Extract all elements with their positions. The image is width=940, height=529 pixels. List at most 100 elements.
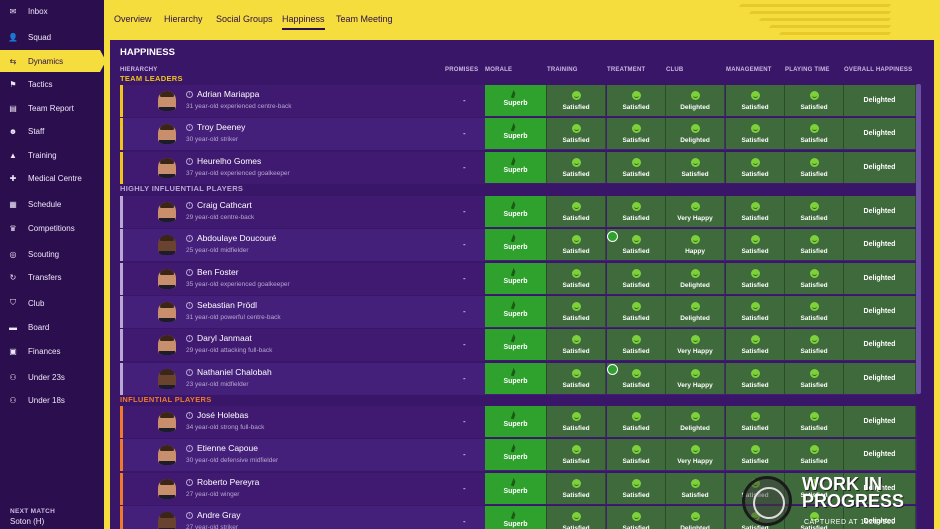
morale-cell[interactable]: Superb bbox=[485, 118, 547, 149]
player-name[interactable]: Adrian Mariappa bbox=[197, 89, 260, 99]
management-cell[interactable]: Satisfied bbox=[726, 196, 785, 227]
training-cell[interactable]: Satisfied bbox=[547, 229, 606, 260]
overall-happiness-cell[interactable]: Delighted bbox=[844, 439, 916, 470]
player-name[interactable]: Nathaniel Chalobah bbox=[197, 367, 272, 377]
morale-cell[interactable]: Superb bbox=[485, 406, 547, 437]
sidebar-item-finances[interactable]: ▣ Finances bbox=[0, 340, 104, 362]
info-icon[interactable]: i bbox=[186, 479, 193, 486]
player-name[interactable]: Ben Foster bbox=[197, 267, 239, 277]
morale-cell[interactable]: Superb bbox=[485, 439, 547, 470]
sidebar-item-inbox[interactable]: ✉ Inbox bbox=[0, 0, 104, 22]
column-header-treatment[interactable]: TREATMENT bbox=[607, 67, 646, 73]
column-header-morale[interactable]: MORALE bbox=[485, 67, 513, 73]
training-cell[interactable]: Satisfied bbox=[547, 296, 606, 327]
playing-time-cell[interactable]: Satisfied bbox=[785, 296, 844, 327]
player-avatar[interactable] bbox=[158, 235, 176, 255]
playing-time-cell[interactable]: Satisfied bbox=[785, 406, 844, 437]
treatment-cell[interactable]: Satisfied bbox=[607, 329, 666, 360]
tab-social-groups[interactable]: Social Groups bbox=[216, 14, 273, 24]
training-cell[interactable]: Satisfied bbox=[547, 85, 606, 116]
morale-cell[interactable]: Superb bbox=[485, 363, 547, 394]
overall-happiness-cell[interactable]: Delighted bbox=[844, 85, 916, 116]
training-cell[interactable]: Satisfied bbox=[547, 152, 606, 183]
player-name[interactable]: Abdoulaye Doucouré bbox=[197, 233, 277, 243]
training-cell[interactable]: Satisfied bbox=[547, 118, 606, 149]
player-row[interactable]: i Heurelho Gomes 37 year-old experienced g… bbox=[120, 152, 917, 184]
player-row[interactable]: i Sebastian Prödl 31 year-old powerful cen… bbox=[120, 296, 917, 328]
club-cell[interactable]: Delighted bbox=[666, 263, 725, 294]
playing-time-cell[interactable]: Satisfied bbox=[785, 506, 844, 529]
sidebar-item-tactics[interactable]: ⚑ Tactics bbox=[0, 73, 104, 95]
player-row[interactable]: i Ben Foster 35 year-old experienced goalk… bbox=[120, 263, 917, 295]
morale-cell[interactable]: Superb bbox=[485, 152, 547, 183]
management-cell[interactable]: Satisfied bbox=[726, 439, 785, 470]
overall-happiness-cell[interactable]: Delighted bbox=[844, 363, 916, 394]
overall-happiness-cell[interactable]: Delighted bbox=[844, 263, 916, 294]
scrollbar[interactable] bbox=[916, 84, 921, 394]
overall-happiness-cell[interactable]: Delighted bbox=[844, 152, 916, 183]
player-avatar[interactable] bbox=[158, 202, 176, 222]
tab-team-meeting[interactable]: Team Meeting bbox=[336, 14, 393, 24]
training-cell[interactable]: Satisfied bbox=[547, 406, 606, 437]
player-name[interactable]: Daryl Janmaat bbox=[197, 333, 252, 343]
player-avatar[interactable] bbox=[158, 158, 176, 178]
club-cell[interactable]: Very Happy bbox=[666, 196, 725, 227]
management-cell[interactable]: Satisfied bbox=[726, 85, 785, 116]
sidebar-item-transfers[interactable]: ↻ Transfers bbox=[0, 266, 104, 288]
playing-time-cell[interactable]: Satisfied bbox=[785, 263, 844, 294]
column-header-management[interactable]: MANAGEMENT bbox=[726, 67, 772, 73]
playing-time-cell[interactable]: Satisfied bbox=[785, 363, 844, 394]
player-avatar[interactable] bbox=[158, 91, 176, 111]
tab-hierarchy[interactable]: Hierarchy bbox=[164, 14, 203, 24]
sidebar-item-club[interactable]: ⛉ Club bbox=[0, 292, 104, 314]
club-cell[interactable]: Delighted bbox=[666, 118, 725, 149]
info-icon[interactable]: i bbox=[186, 512, 193, 519]
treatment-cell[interactable]: Satisfied bbox=[607, 118, 666, 149]
club-cell[interactable]: Delighted bbox=[666, 85, 725, 116]
treatment-cell[interactable]: Satisfied bbox=[607, 152, 666, 183]
player-row[interactable]: i José Holebas 34 year-old strong full-bac… bbox=[120, 406, 917, 438]
training-cell[interactable]: Satisfied bbox=[547, 363, 606, 394]
player-avatar[interactable] bbox=[158, 479, 176, 499]
sidebar-item-under-23s[interactable]: ⚇ Under 23s bbox=[0, 366, 104, 388]
playing-time-cell[interactable]: Satisfied bbox=[785, 196, 844, 227]
overall-happiness-cell[interactable]: Delighted bbox=[844, 329, 916, 360]
player-row[interactable]: i Adrian Mariappa 31 year-old experienced … bbox=[120, 85, 917, 117]
sidebar-item-schedule[interactable]: ▦ Schedule bbox=[0, 193, 104, 215]
management-cell[interactable]: Satisfied bbox=[726, 296, 785, 327]
morale-cell[interactable]: Superb bbox=[485, 85, 547, 116]
club-cell[interactable]: Very Happy bbox=[666, 363, 725, 394]
club-cell[interactable]: Delighted bbox=[666, 506, 725, 529]
column-header-promises[interactable]: PROMISES bbox=[445, 67, 479, 73]
treatment-cell[interactable]: Satisfied bbox=[607, 263, 666, 294]
player-row[interactable]: i Etienne Capoue 30 year-old defensive mid… bbox=[120, 439, 917, 471]
info-icon[interactable]: i bbox=[186, 202, 193, 209]
training-cell[interactable]: Satisfied bbox=[547, 506, 606, 529]
training-cell[interactable]: Satisfied bbox=[547, 329, 606, 360]
info-icon[interactable]: i bbox=[186, 412, 193, 419]
player-row[interactable]: i Daryl Janmaat 29 year-old attacking full… bbox=[120, 329, 917, 361]
morale-cell[interactable]: Superb bbox=[485, 296, 547, 327]
management-cell[interactable]: Satisfied bbox=[726, 263, 785, 294]
playing-time-cell[interactable]: Satisfied bbox=[785, 439, 844, 470]
info-icon[interactable]: i bbox=[186, 124, 193, 131]
player-name[interactable]: Sebastian Prödl bbox=[197, 300, 258, 310]
club-cell[interactable]: Satisfied bbox=[666, 473, 725, 504]
player-avatar[interactable] bbox=[158, 269, 176, 289]
club-cell[interactable]: Happy bbox=[666, 229, 725, 260]
column-header-playing-time[interactable]: PLAYING TIME bbox=[785, 67, 830, 73]
playing-time-cell[interactable]: Satisfied bbox=[785, 85, 844, 116]
player-row[interactable]: i Troy Deeney 30 year-old striker - Superb Sa… bbox=[120, 118, 917, 150]
player-avatar[interactable] bbox=[158, 124, 176, 144]
player-name[interactable]: Etienne Capoue bbox=[197, 443, 258, 453]
sidebar-item-training[interactable]: ▲ Training bbox=[0, 144, 104, 166]
player-avatar[interactable] bbox=[158, 412, 176, 432]
morale-cell[interactable]: Superb bbox=[485, 473, 547, 504]
player-avatar[interactable] bbox=[158, 445, 176, 465]
column-header-overall-happiness[interactable]: OVERALL HAPPINESS bbox=[844, 67, 913, 73]
morale-cell[interactable]: Superb bbox=[485, 329, 547, 360]
treatment-cell[interactable]: Satisfied bbox=[607, 439, 666, 470]
info-icon[interactable]: i bbox=[186, 158, 193, 165]
player-name[interactable]: José Holebas bbox=[197, 410, 249, 420]
player-avatar[interactable] bbox=[158, 335, 176, 355]
